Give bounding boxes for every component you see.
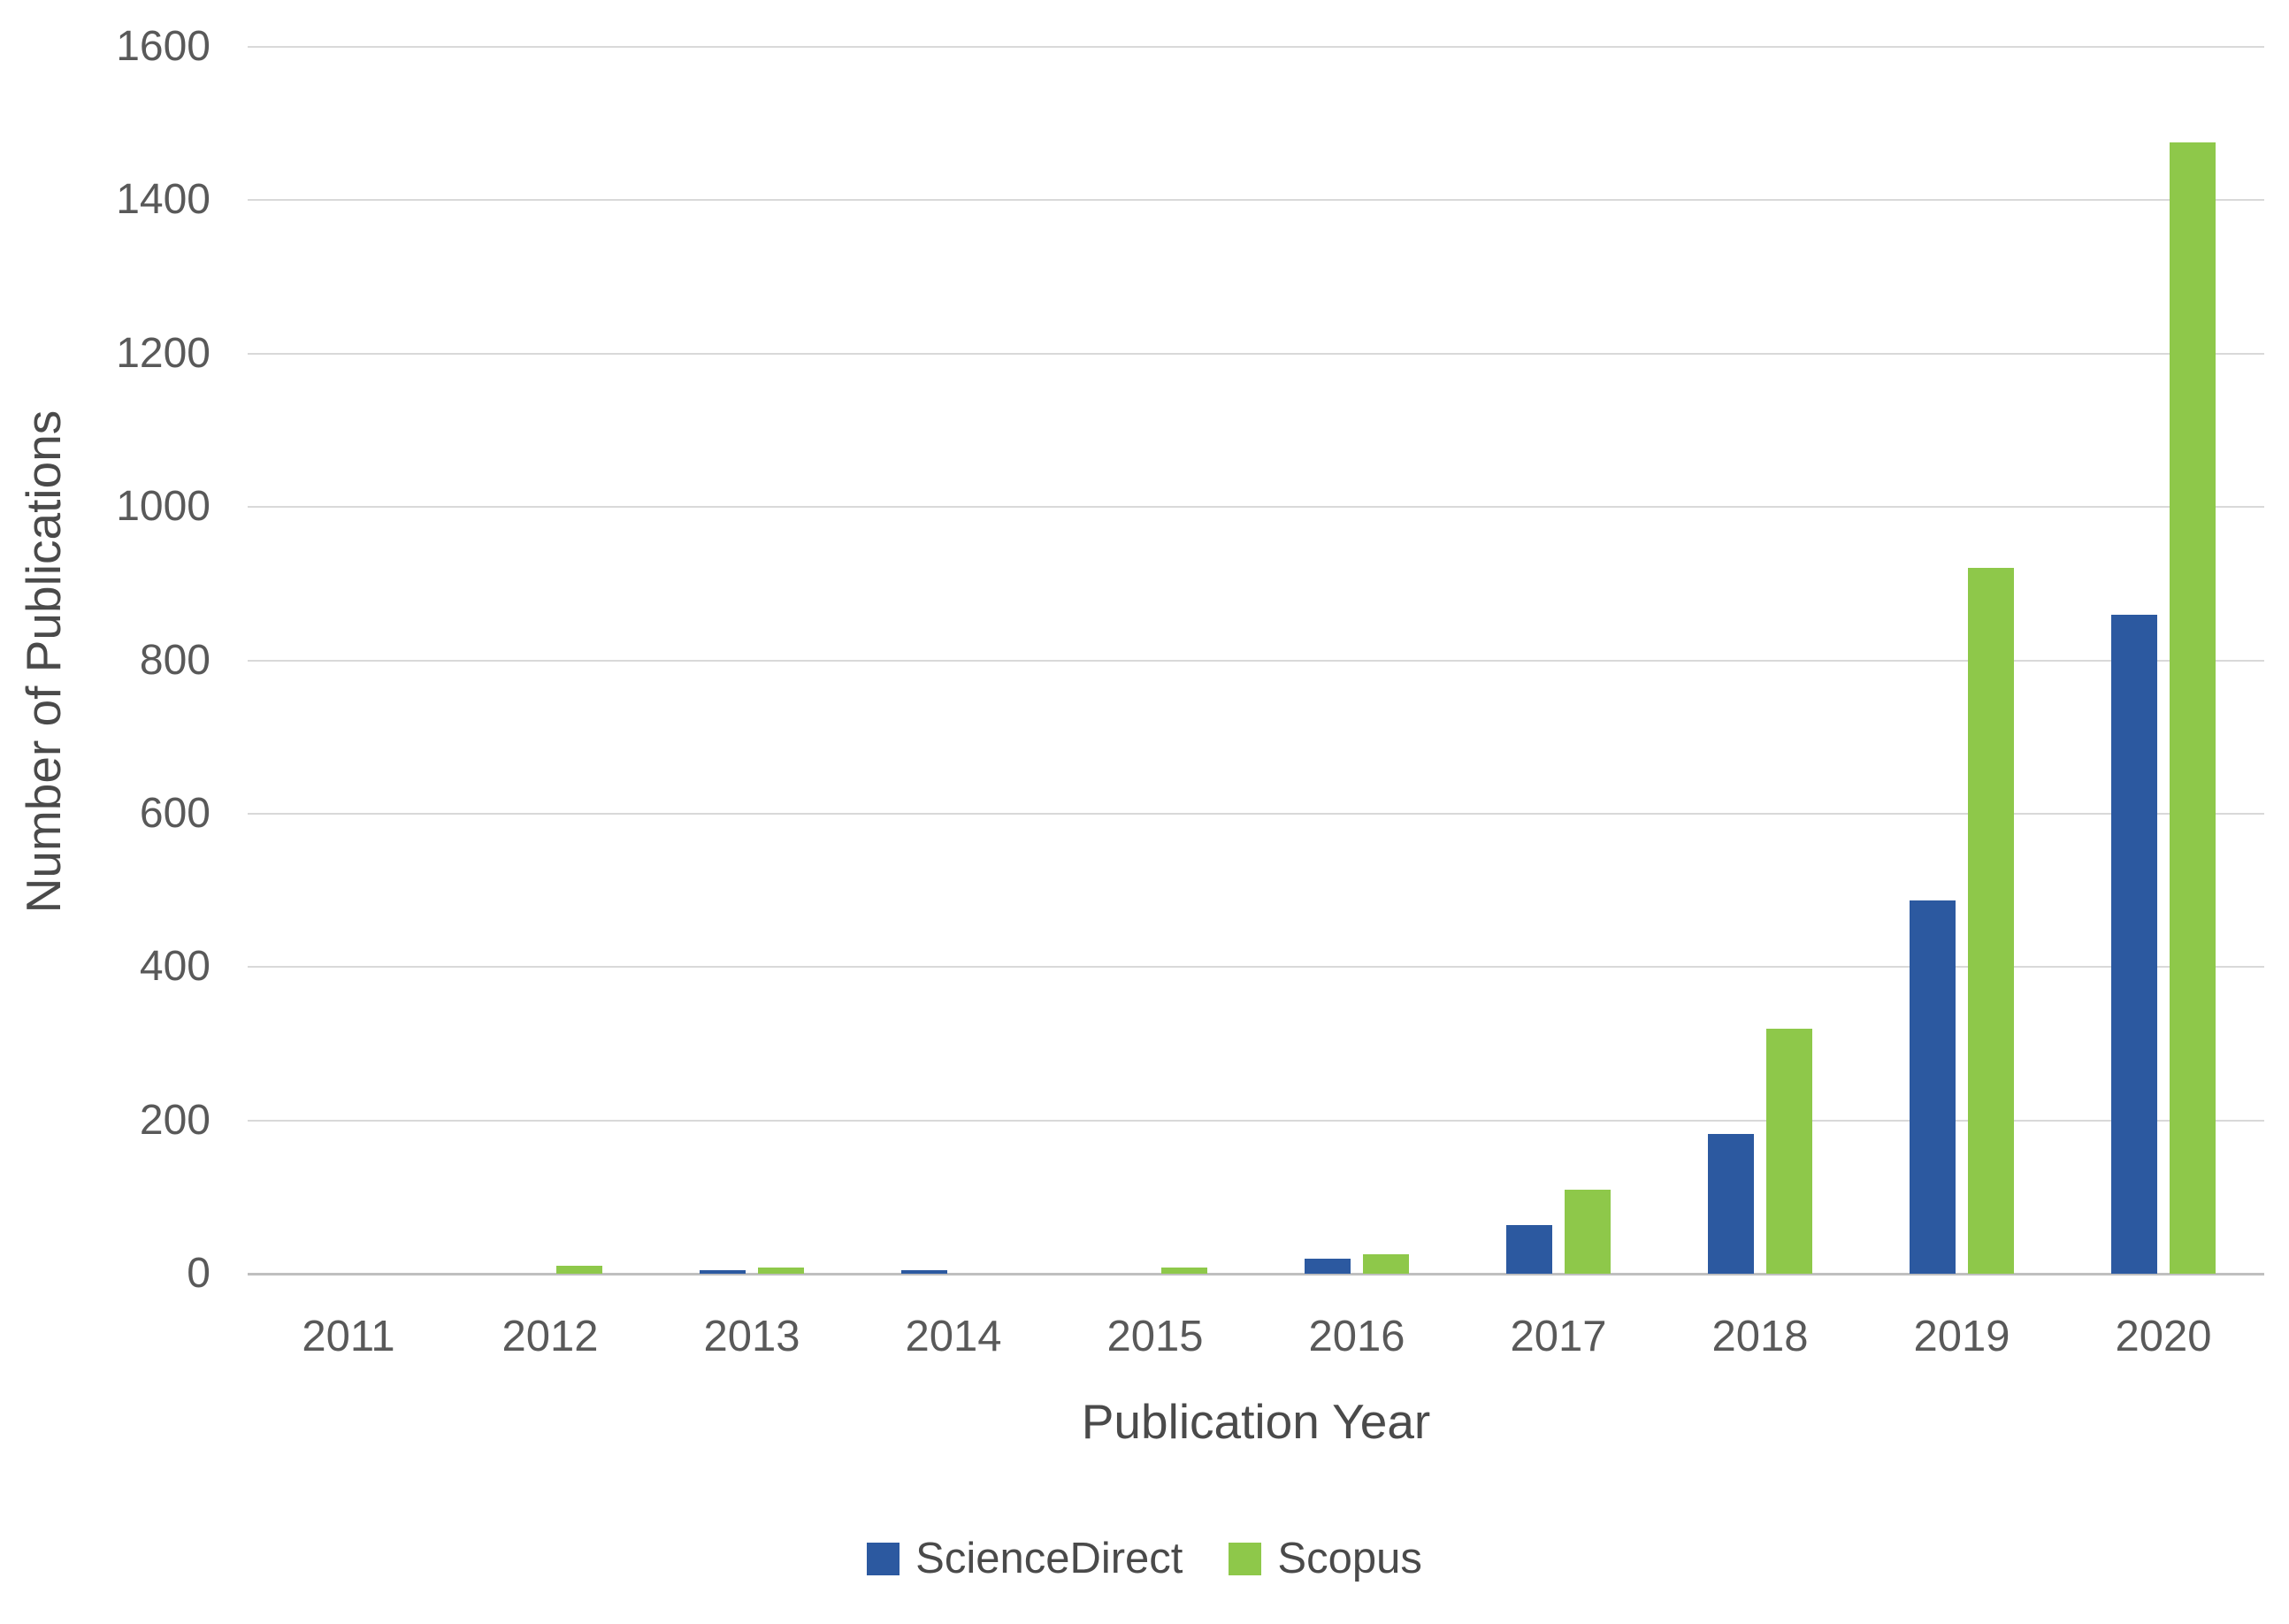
legend-item-sciencedirect: ScienceDirect xyxy=(867,1532,1183,1585)
scopus-swatch-icon xyxy=(1229,1542,1262,1575)
y-tick-label-0: 0 xyxy=(187,1250,211,1297)
x-tick-label-2014: 2014 xyxy=(905,1313,1002,1360)
x-tick-label-2017: 2017 xyxy=(1510,1313,1607,1360)
bar-sciencedirect-2014 xyxy=(901,1269,947,1274)
x-tick-label-2015: 2015 xyxy=(1106,1313,1204,1360)
gridline-1600 xyxy=(248,46,2264,48)
x-tick-label-2011: 2011 xyxy=(302,1313,395,1360)
bar-sciencedirect-2020 xyxy=(2111,614,2157,1274)
gridline-800 xyxy=(248,659,2264,662)
bar-scopus-2013 xyxy=(758,1268,804,1274)
x-axis-line xyxy=(248,1273,2264,1275)
x-tick-label-2016: 2016 xyxy=(1308,1313,1405,1360)
gridline-1200 xyxy=(248,352,2264,355)
x-axis-title: Publication Year xyxy=(1081,1394,1431,1449)
x-tick-label-2019: 2019 xyxy=(1913,1313,2010,1360)
x-tick-label-2013: 2013 xyxy=(703,1313,800,1360)
bar-sciencedirect-2018 xyxy=(1708,1134,1754,1274)
bar-scopus-2019 xyxy=(1968,568,2014,1274)
legend-label-scopus: Scopus xyxy=(1277,1535,1422,1582)
bar-scopus-2015 xyxy=(1161,1268,1207,1274)
sciencedirect-swatch-icon xyxy=(867,1542,900,1575)
bar-sciencedirect-2019 xyxy=(1910,900,1956,1274)
gridline-1400 xyxy=(248,199,2264,202)
x-tick-label-2020: 2020 xyxy=(2115,1313,2212,1360)
y-tick-label-200: 200 xyxy=(139,1096,211,1144)
legend: ScienceDirect Scopus xyxy=(0,1532,2289,1585)
y-tick-label-600: 600 xyxy=(139,789,211,837)
gridline-1000 xyxy=(248,506,2264,509)
bar-sciencedirect-2013 xyxy=(700,1269,746,1274)
bar-sciencedirect-2016 xyxy=(1305,1258,1351,1274)
y-tick-label-800: 800 xyxy=(139,636,211,684)
bar-sciencedirect-2017 xyxy=(1506,1225,1552,1274)
y-tick-label-1600: 1600 xyxy=(116,23,211,70)
bar-scopus-2018 xyxy=(1766,1028,1812,1274)
y-tick-label-400: 400 xyxy=(139,943,211,991)
legend-label-sciencedirect: ScienceDirect xyxy=(915,1535,1183,1582)
x-tick-label-2018: 2018 xyxy=(1711,1313,1809,1360)
legend-item-scopus: Scopus xyxy=(1229,1532,1422,1585)
bar-scopus-2017 xyxy=(1565,1189,1611,1274)
y-tick-label-1200: 1200 xyxy=(116,329,211,377)
y-axis-tick-labels: 0 200 400 600 800 1000 1200 1400 1600 xyxy=(0,24,211,1297)
plot-area xyxy=(248,46,2264,1275)
y-tick-label-1000: 1000 xyxy=(116,483,211,531)
bar-scopus-2012 xyxy=(556,1266,602,1274)
bar-scopus-2016 xyxy=(1363,1254,1409,1274)
y-tick-label-1400: 1400 xyxy=(116,176,211,224)
x-tick-label-2012: 2012 xyxy=(501,1313,599,1360)
gridline-600 xyxy=(248,812,2264,815)
bar-scopus-2020 xyxy=(2170,142,2216,1274)
gridline-400 xyxy=(248,966,2264,969)
gridline-200 xyxy=(248,1119,2264,1122)
